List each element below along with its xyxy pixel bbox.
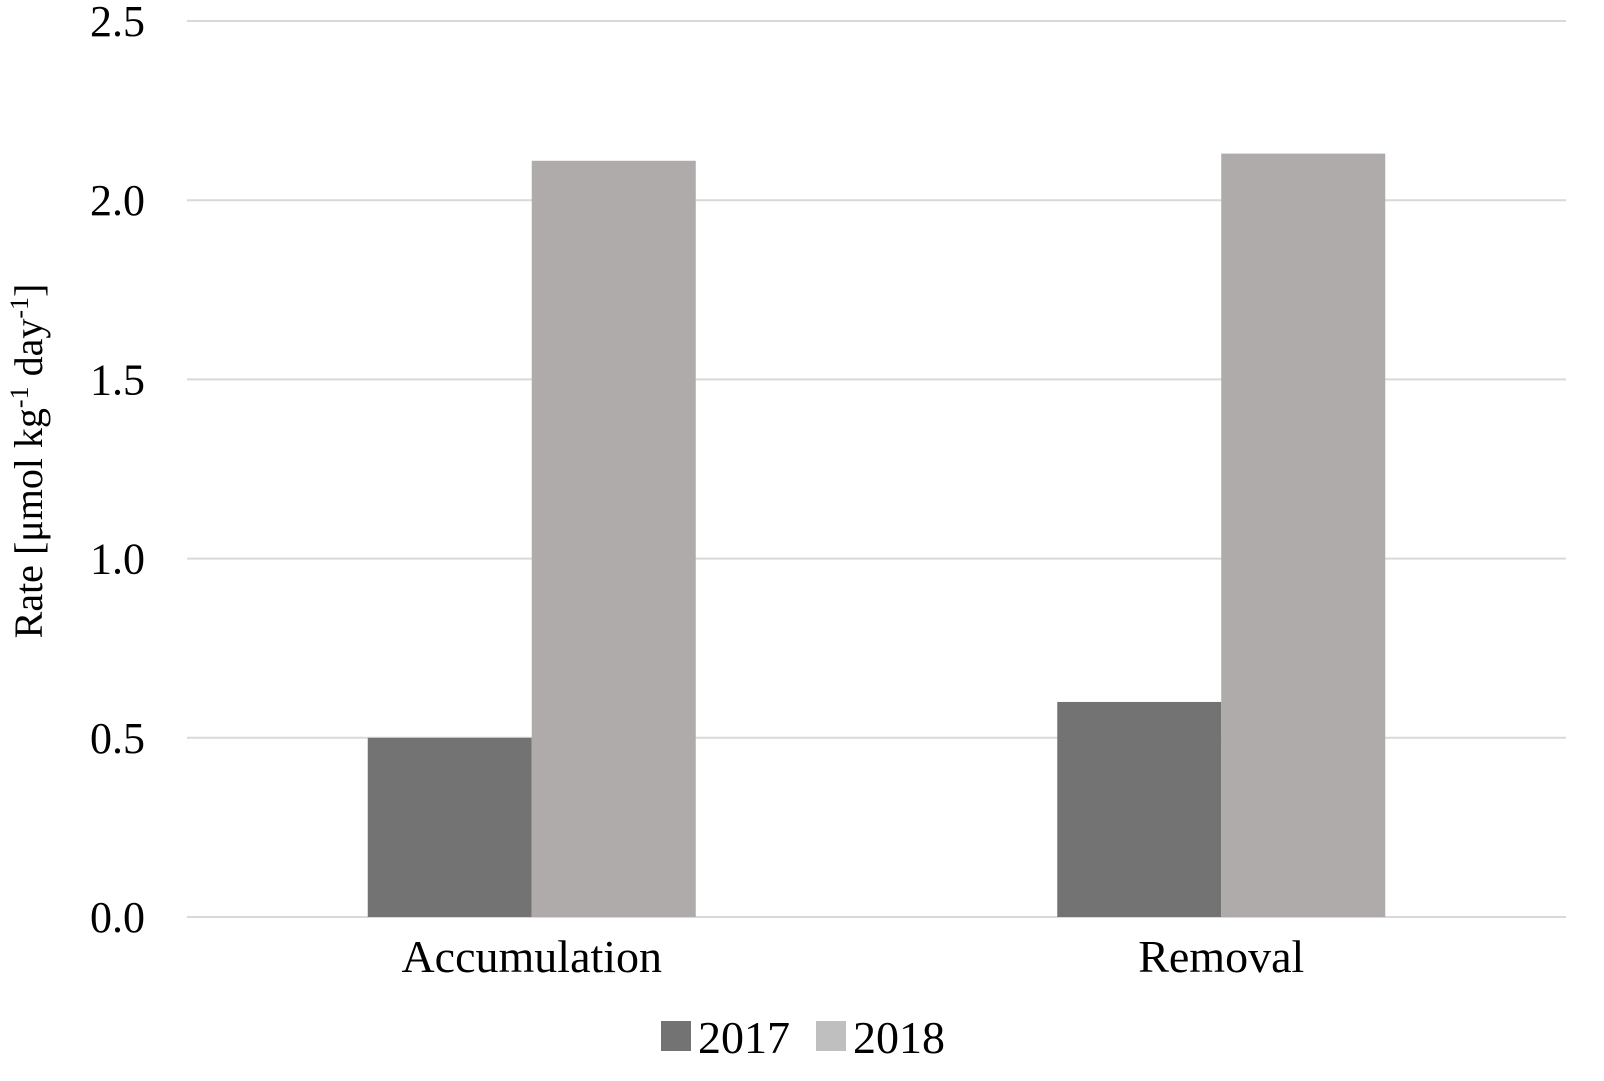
x-category-label-0: Accumulation	[401, 931, 662, 982]
bar-accumulation-2017	[367, 737, 532, 917]
x-axis-categories: Accumulation Removal	[401, 931, 1304, 982]
y-axis-title-part-2: day	[6, 319, 51, 387]
y-tick-label-0: 0.0	[90, 893, 145, 942]
y-tick-label-2: 1.0	[90, 535, 145, 584]
bars	[367, 153, 1386, 917]
y-tick-label-1: 0.5	[90, 714, 145, 763]
y-tick-label-3: 1.5	[90, 355, 145, 404]
y-axis-title-part-3: ]	[6, 284, 51, 297]
y-tick-label-5: 2.5	[90, 0, 145, 46]
legend-swatch-2018	[816, 1021, 846, 1051]
x-category-label-1: Removal	[1138, 931, 1304, 982]
y-axis-ticks: 0.0 0.5 1.0 1.5 2.0 2.5	[90, 0, 145, 942]
y-tick-label-4: 2.0	[90, 176, 145, 225]
legend-swatch-2017	[661, 1021, 691, 1051]
legend-label-2017: 2017	[698, 1012, 790, 1063]
legend: 2017 2018	[661, 1012, 945, 1063]
bar-removal-2017	[1057, 701, 1222, 917]
legend-label-2018: 2018	[853, 1012, 945, 1063]
y-axis-title-sup-2: -1	[5, 297, 34, 319]
bar-removal-2018	[1221, 153, 1386, 917]
y-axis-title-sup-1: -1	[5, 386, 34, 408]
y-axis-title-part-1: Rate [μmol kg	[6, 408, 51, 638]
y-axis-title: Rate [μmol kg-1 day-1]	[5, 284, 52, 639]
bar-accumulation-2018	[531, 160, 696, 917]
